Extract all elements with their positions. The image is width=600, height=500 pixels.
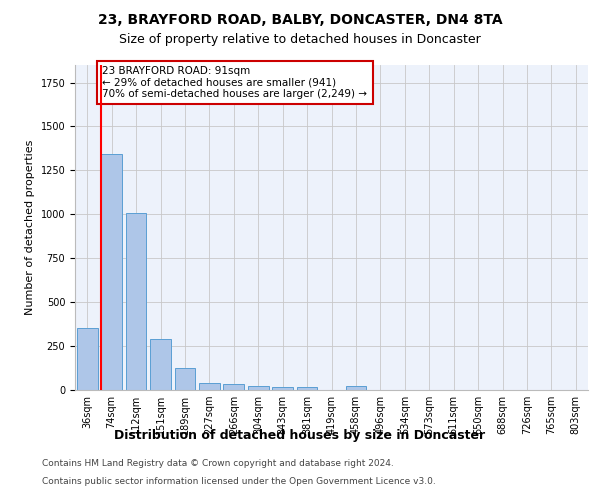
Text: Contains HM Land Registry data © Crown copyright and database right 2024.: Contains HM Land Registry data © Crown c… [42, 458, 394, 468]
Bar [272, 387, 293, 390]
Bar [101, 154, 122, 390]
Bar [125, 214, 146, 390]
Text: 23, BRAYFORD ROAD, BALBY, DONCASTER, DN4 8TA: 23, BRAYFORD ROAD, BALBY, DONCASTER, DN4… [98, 12, 502, 26]
Text: Distribution of detached houses by size in Doncaster: Distribution of detached houses by size … [115, 428, 485, 442]
Bar [223, 384, 244, 390]
Bar [175, 368, 196, 390]
Bar [296, 388, 317, 390]
Bar [150, 339, 171, 390]
Bar [199, 383, 220, 390]
Bar [77, 328, 98, 390]
Text: 23 BRAYFORD ROAD: 91sqm
← 29% of detached houses are smaller (941)
70% of semi-d: 23 BRAYFORD ROAD: 91sqm ← 29% of detache… [103, 66, 367, 99]
Text: Contains public sector information licensed under the Open Government Licence v3: Contains public sector information licen… [42, 477, 436, 486]
Bar [346, 386, 367, 390]
Text: Size of property relative to detached houses in Doncaster: Size of property relative to detached ho… [119, 32, 481, 46]
Bar [248, 386, 269, 390]
Y-axis label: Number of detached properties: Number of detached properties [25, 140, 35, 315]
